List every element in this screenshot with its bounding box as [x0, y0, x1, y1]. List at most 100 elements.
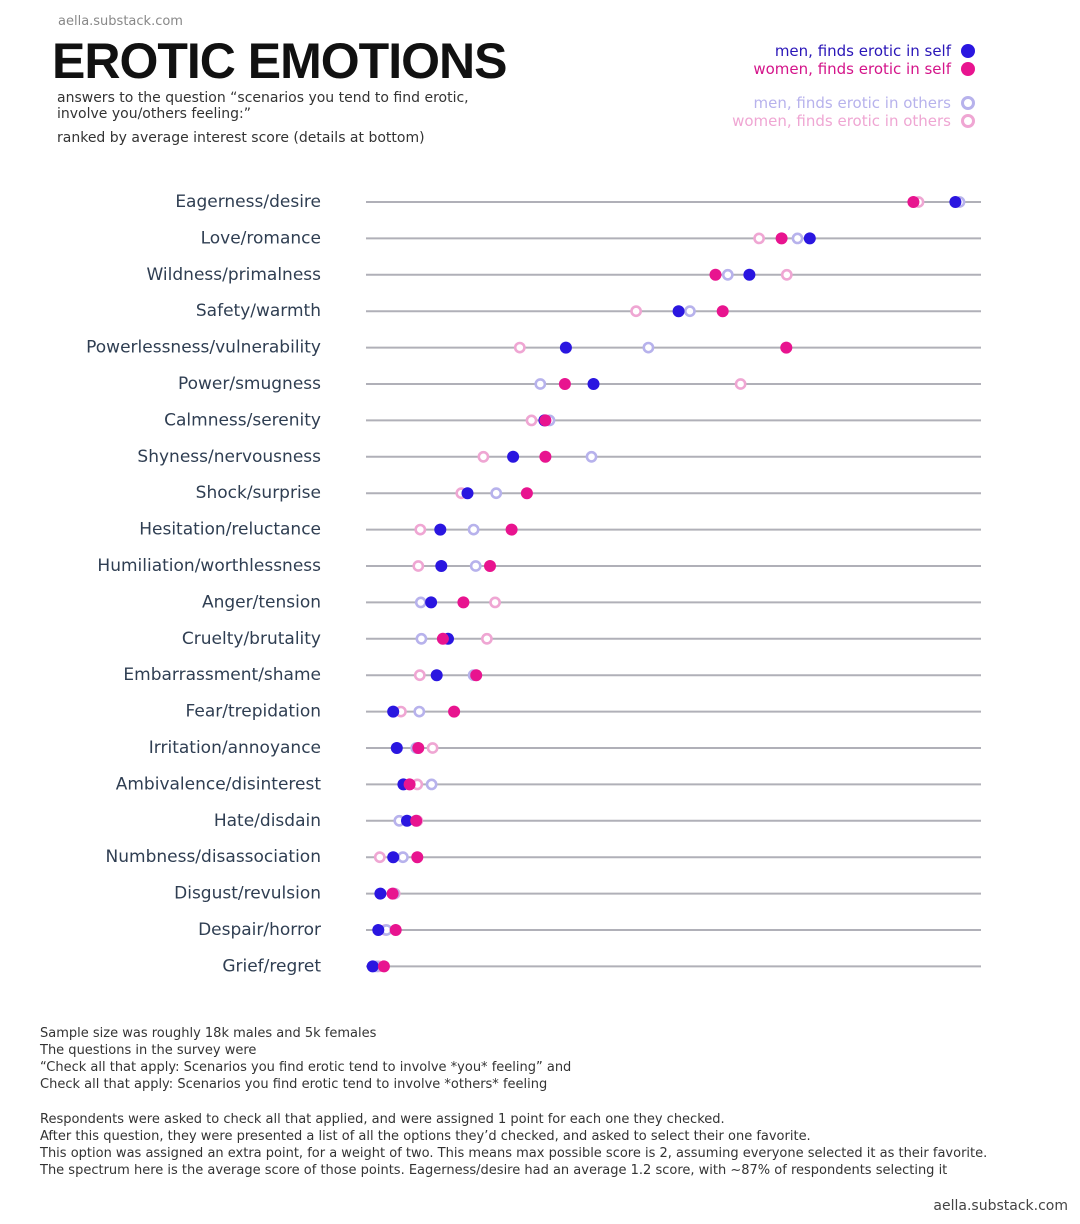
data-point — [775, 232, 788, 245]
data-point — [753, 232, 765, 245]
legend-label: women, finds erotic in others — [732, 112, 951, 130]
data-point — [585, 450, 598, 463]
legend-item-women-others: women, finds erotic in others — [555, 112, 975, 130]
data-point — [642, 341, 655, 354]
data-point — [396, 851, 409, 864]
notes-line: The spectrum here is the average score o… — [40, 1163, 948, 1178]
data-point — [513, 341, 526, 354]
ranked-note: ranked by average interest score (detail… — [57, 130, 425, 146]
data-point — [414, 596, 427, 609]
legend-item-men-others: men, finds erotic in others — [555, 94, 975, 112]
chart-subtitle: answers to the question “scenarios you t… — [57, 90, 469, 122]
data-point — [630, 305, 642, 318]
dot-plot: Eagerness/desire Love/romance Wildness/pri… — [86, 192, 981, 976]
data-point — [539, 414, 552, 427]
data-point — [425, 778, 438, 791]
category-label: Safety/warmth — [196, 301, 321, 321]
category-label: Cruelty/brutality — [182, 629, 321, 649]
data-point — [477, 450, 490, 463]
data-point — [949, 196, 962, 208]
data-point — [366, 960, 379, 973]
data-point — [709, 268, 722, 281]
data-point — [448, 705, 461, 718]
category-label: Love/romance — [201, 228, 321, 248]
category-label: Hesitation/reluctance — [139, 520, 321, 540]
legend-item-men-self: men, finds erotic in self — [555, 42, 975, 60]
legend-marker-filled — [961, 44, 975, 58]
data-point — [457, 596, 470, 609]
data-point — [734, 378, 747, 390]
category-label: Numbness/disassociation — [106, 847, 321, 867]
data-point — [430, 669, 443, 682]
data-point — [389, 924, 402, 936]
data-point — [386, 887, 399, 900]
data-point — [412, 742, 425, 754]
data-point — [403, 778, 416, 791]
data-point — [435, 560, 448, 572]
data-point — [716, 305, 729, 318]
legend-label: men, finds erotic in others — [753, 94, 951, 112]
data-point — [559, 341, 572, 354]
methodology-notes: Sample size was roughly 18k males and 5k… — [40, 1025, 1030, 1179]
category-label: Ambivalence/disinterest — [116, 774, 322, 794]
category-label: Humiliation/worthlessness — [97, 556, 321, 576]
data-point — [411, 851, 424, 864]
data-point — [507, 450, 520, 463]
data-point — [721, 268, 734, 281]
category-label: Eagerness/desire — [175, 192, 321, 212]
data-point — [672, 305, 685, 318]
data-point — [907, 196, 920, 208]
data-point — [469, 560, 482, 572]
data-point — [467, 523, 480, 536]
legend: men, finds erotic in self women, finds e… — [555, 42, 975, 130]
data-point — [470, 669, 483, 682]
category-label: Shock/surprise — [196, 483, 321, 503]
category-label: Powerlessness/vulnerability — [86, 338, 321, 358]
category-label: Anger/tension — [202, 592, 321, 612]
category-label: Hate/disdain — [214, 811, 321, 831]
data-point — [490, 487, 503, 500]
legend-item-women-self: women, finds erotic in self — [555, 60, 975, 78]
data-point — [780, 341, 793, 354]
legend-marker-hollow — [961, 114, 975, 128]
notes-line: This option was assigned an extra point,… — [40, 1146, 988, 1161]
legend-marker-filled — [961, 62, 975, 76]
data-point — [401, 814, 413, 827]
data-point — [489, 596, 501, 609]
category-label: Grief/regret — [222, 956, 321, 976]
data-point — [484, 560, 496, 572]
data-point — [377, 960, 390, 973]
data-point — [387, 851, 400, 864]
category-label: Embarrassment/shame — [123, 665, 321, 685]
legend-label: men, finds erotic in self — [774, 42, 951, 60]
category-label: Shyness/nervousness — [137, 447, 321, 467]
notes-line: After this question, they were presented… — [40, 1129, 811, 1144]
data-point — [520, 487, 533, 500]
data-point — [743, 268, 756, 281]
category-label: Disgust/revulsion — [174, 884, 321, 904]
notes-line: Check all that apply: Scenarios you find… — [40, 1077, 548, 1092]
data-point — [587, 378, 600, 390]
category-label: Despair/horror — [198, 920, 321, 940]
data-point — [413, 669, 426, 682]
legend-marker-hollow — [961, 96, 975, 110]
data-point — [780, 268, 793, 281]
source-label-bottom: aella.substack.com — [933, 1198, 1068, 1214]
data-point — [534, 378, 547, 390]
data-point — [374, 887, 387, 900]
source-label-top: aella.substack.com — [58, 14, 183, 29]
data-point — [525, 414, 538, 427]
data-point — [426, 742, 439, 754]
data-point — [413, 705, 426, 718]
data-point — [372, 924, 385, 936]
category-label: Calmness/serenity — [164, 410, 321, 430]
chart-title: EROTIC EMOTIONS — [52, 33, 507, 89]
data-point — [373, 851, 386, 864]
data-point — [434, 523, 447, 536]
notes-paragraph-1: Sample size was roughly 18k males and 5k… — [40, 1025, 1030, 1093]
data-point — [412, 560, 425, 572]
category-label: Irritation/annoyance — [149, 738, 321, 758]
legend-label: women, finds erotic in self — [753, 60, 951, 78]
category-label: Power/smugness — [178, 374, 321, 394]
notes-line: Respondents were asked to check all that… — [40, 1112, 725, 1127]
